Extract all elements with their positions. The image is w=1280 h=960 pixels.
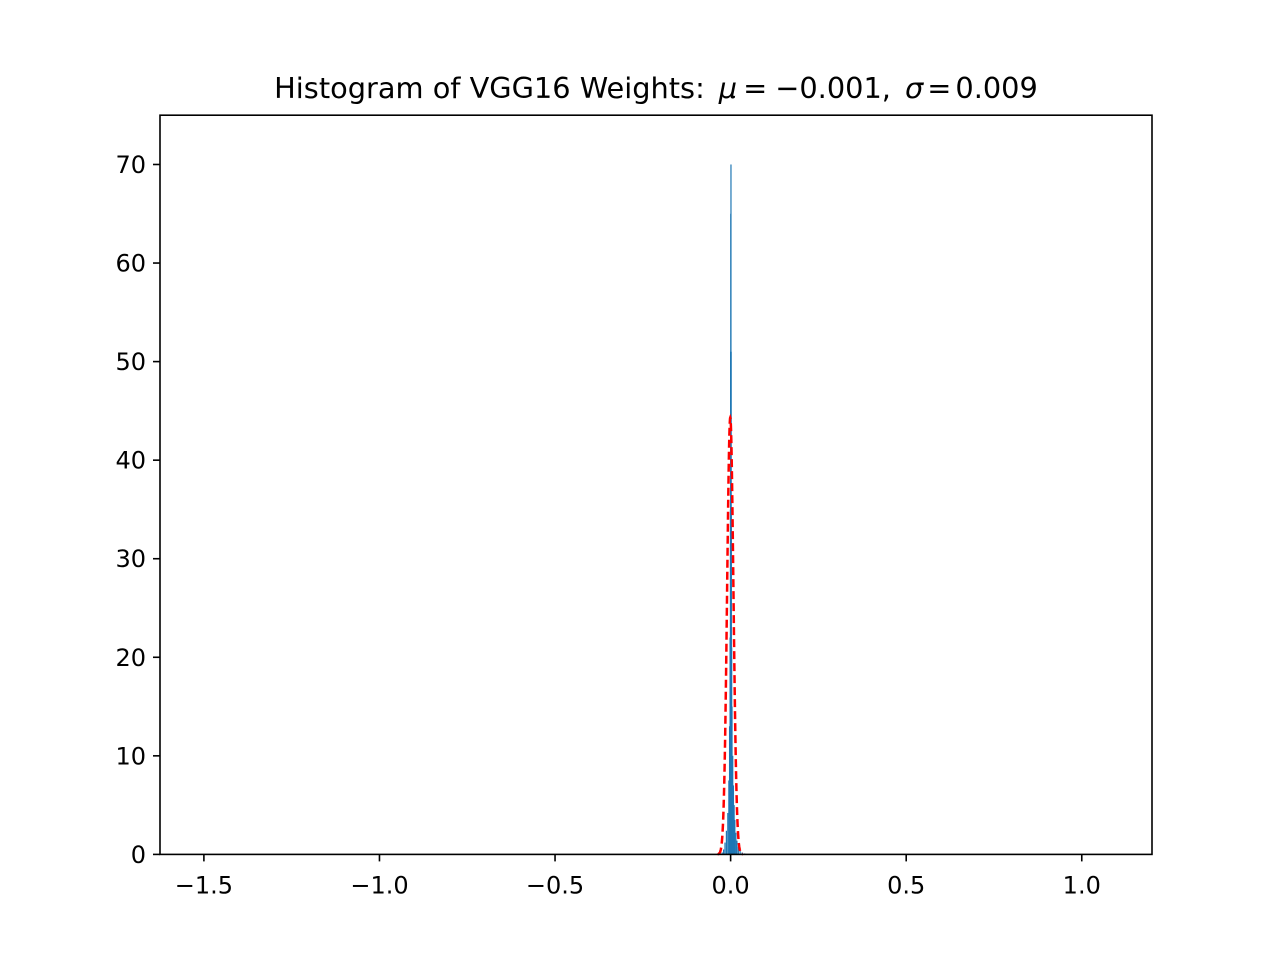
histogram-bar: [731, 706, 733, 855]
y-tick-label: 30: [115, 545, 146, 573]
histogram-bar: [724, 842, 726, 855]
y-tick-label: 10: [115, 742, 146, 770]
y-tick-label: 50: [115, 348, 146, 376]
histogram-bar: [732, 755, 734, 855]
title-sigma-value: 0.009: [955, 71, 1037, 105]
title-sigma-eq: =: [927, 71, 951, 105]
title-prefix: Histogram of VGG16 Weights: [274, 71, 695, 105]
title-mu-eq: =: [743, 71, 767, 105]
histogram-bar: [725, 830, 728, 855]
y-axis-ticks: 0 10 20 30 40 50 60 70: [115, 151, 160, 869]
x-tick-label: −1.0: [350, 871, 408, 899]
histogram-bar: [735, 832, 737, 855]
y-tick-label: 0: [131, 841, 146, 869]
x-axis-ticks: −1.5 −1.0 −0.5 0.0 0.5 1.0: [175, 854, 1101, 899]
histogram-bar: [739, 850, 741, 855]
histogram-bar: [737, 846, 739, 855]
y-tick-label: 60: [115, 250, 146, 278]
x-tick-label: 1.0: [1063, 871, 1101, 899]
title-sigma-symbol: σ: [905, 71, 924, 105]
histogram-bar: [723, 849, 725, 855]
plot-frame: [159, 114, 1153, 856]
histogram-bar: [728, 780, 730, 855]
histogram-bar: [727, 813, 729, 855]
x-tick-label: 0.0: [712, 871, 750, 899]
fit-curve-line: [717, 413, 744, 856]
y-tick-label: 40: [115, 447, 146, 475]
histogram-bar: [736, 840, 738, 855]
histogram-bar: [721, 852, 723, 855]
fit-curve-group: [717, 413, 744, 856]
chart-title: Histogram of VGG16 Weights: μ = −0.001, σ = 0.…: [274, 71, 1038, 105]
histogram-bar: [732, 785, 735, 855]
histogram-bars: [721, 164, 746, 855]
x-tick-label: −0.5: [526, 871, 584, 899]
title-mu-value: −0.001,: [775, 71, 891, 105]
histogram-bar: [741, 852, 743, 855]
histogram-bar: [733, 805, 735, 855]
histogram-bar: [734, 819, 736, 855]
title-mu-symbol: μ: [718, 71, 737, 105]
y-tick-label: 20: [115, 644, 146, 672]
title-colon: :: [695, 71, 705, 105]
x-tick-label: −1.5: [175, 871, 233, 899]
x-tick-label: 0.5: [887, 871, 925, 899]
y-tick-label: 70: [115, 151, 146, 179]
